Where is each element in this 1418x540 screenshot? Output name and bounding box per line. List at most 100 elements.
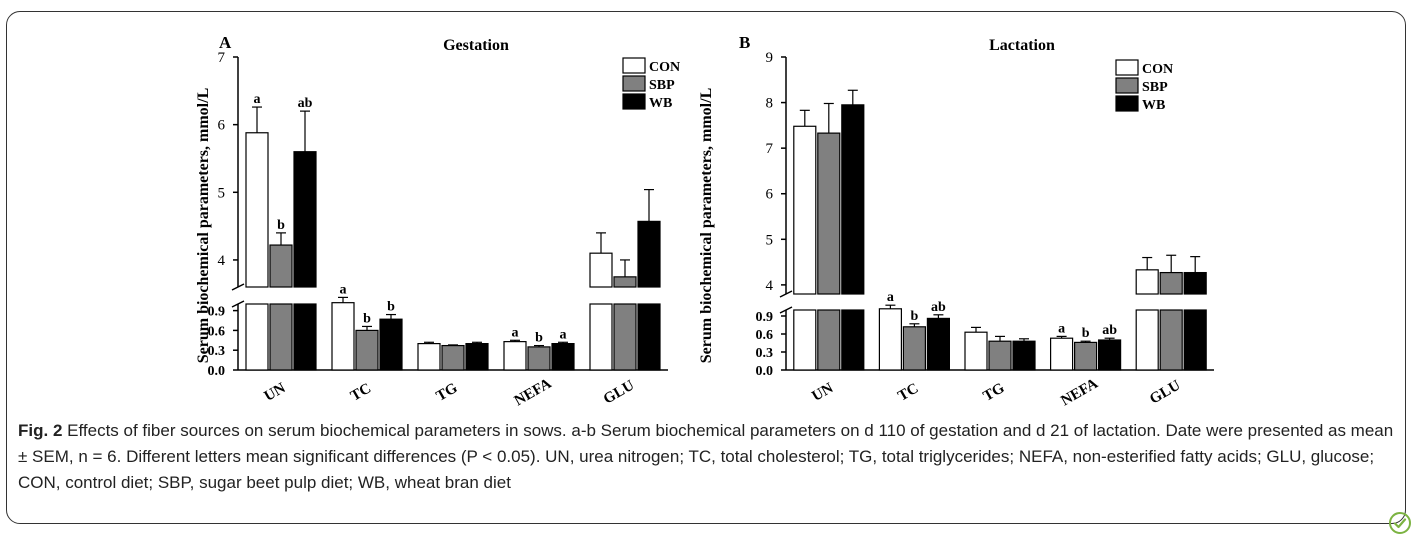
bar-sbp: [269, 244, 293, 288]
bar-wb: [841, 104, 865, 295]
bar-sbp: [817, 309, 841, 371]
bar-con: [1049, 337, 1074, 371]
bar-sbp: [613, 303, 637, 371]
charts-area: A Gestation Serum biochemical parameters, …: [195, 33, 1214, 410]
bar-wb: [637, 220, 661, 288]
x-tick-label: NEFA: [1058, 376, 1101, 410]
y-tick-label: 7: [218, 50, 226, 66]
y-tick-label: 0.6: [756, 328, 774, 343]
bar-con: [589, 303, 613, 371]
y-tick-label: 0.0: [208, 364, 226, 379]
bar-con: [793, 309, 817, 371]
legend-label: WB: [649, 96, 672, 111]
bar-wb: [841, 309, 865, 371]
y-tick-label: 0.3: [756, 346, 774, 361]
x-tick-label: UN: [809, 380, 836, 405]
bar-sbp: [1073, 341, 1098, 371]
figure-caption: Fig. 2 Effects of fiber sources on serum…: [18, 418, 1398, 496]
bar-sbp: [988, 340, 1012, 371]
bar-wb: [637, 303, 661, 371]
significance-letter: b: [911, 309, 919, 324]
bar-sbp: [1159, 309, 1183, 371]
bar-sbp: [441, 344, 465, 371]
bar-con: [245, 303, 269, 371]
legend-label: SBP: [1142, 80, 1168, 95]
x-tick-label: GLU: [601, 377, 637, 407]
y-tick-label: 7: [766, 141, 774, 157]
bar-wb: [465, 343, 489, 371]
bar-con: [1135, 269, 1159, 295]
legend-label: CON: [1142, 62, 1173, 77]
significance-letter: ab: [1102, 323, 1117, 338]
axis-break-mark: [779, 290, 793, 314]
y-tick-label: 0.3: [208, 344, 226, 359]
significance-letter: a: [340, 282, 347, 297]
significance-letter: a: [887, 290, 894, 305]
figure-label: Fig. 2: [18, 421, 63, 440]
bar-con: [589, 252, 613, 288]
bar-wb: [551, 343, 575, 371]
y-tick-label: 5: [766, 232, 774, 248]
y-tick-label: 4: [218, 253, 226, 269]
y-tick-label: 0.9: [756, 310, 774, 325]
x-tick-label: TG: [434, 380, 461, 405]
leaf-check-icon: [1388, 511, 1412, 535]
y-tick-label: 0.9: [208, 305, 226, 320]
panel-letter: A: [219, 33, 232, 52]
bar-wb: [1183, 309, 1207, 371]
chart-title: Lactation: [989, 37, 1055, 54]
significance-letter: ab: [298, 96, 313, 111]
bar-sbp: [355, 329, 379, 371]
chart-title: Gestation: [443, 37, 509, 54]
bar-wb: [1183, 271, 1207, 295]
significance-letter: a: [560, 327, 567, 342]
significance-letter: b: [1082, 326, 1090, 341]
legend-swatch-wb: [1115, 95, 1139, 112]
legend-swatch-sbp: [622, 75, 646, 92]
bar-sbp: [1159, 271, 1183, 295]
x-tick-label: TC: [895, 380, 921, 404]
bar-con: [1135, 309, 1159, 371]
bar-con: [503, 341, 527, 371]
bar-con: [331, 302, 355, 371]
significance-letter: b: [387, 300, 395, 315]
bar-wb: [379, 318, 403, 371]
panel-letter: B: [739, 33, 750, 52]
bar-sbp: [613, 276, 637, 288]
legend-swatch-con: [1115, 59, 1139, 76]
bar-con: [878, 308, 903, 371]
legend-swatch-con: [622, 57, 646, 74]
significance-letter: b: [277, 218, 285, 233]
legend-swatch-sbp: [1115, 77, 1139, 94]
y-tick-label: 0.0: [756, 364, 774, 379]
legend-swatch-wb: [622, 93, 646, 110]
bar-con: [793, 125, 817, 295]
legend-label: CON: [649, 60, 680, 75]
y-tick-label: 8: [766, 96, 774, 112]
axis-break-mark: [231, 283, 245, 308]
significance-letter: a: [512, 325, 519, 340]
y-tick-label: 9: [766, 50, 774, 66]
legend-label: WB: [1142, 98, 1165, 113]
bar-sbp: [902, 326, 927, 371]
x-tick-label: GLU: [1147, 377, 1183, 407]
x-tick-label: TG: [981, 380, 1008, 405]
bar-con: [964, 331, 988, 371]
bar-wb: [1012, 340, 1036, 371]
bar-sbp: [269, 303, 293, 371]
caption-text: Effects of fiber sources on serum bioche…: [18, 421, 1394, 492]
significance-letter: a: [254, 92, 261, 107]
x-tick-label: NEFA: [512, 376, 555, 410]
significance-letter: b: [535, 331, 543, 346]
bar-con: [417, 343, 441, 371]
bar-wb: [293, 151, 317, 288]
bar-wb: [293, 303, 317, 371]
significance-letter: a: [1058, 321, 1065, 336]
figure-frame: [6, 11, 1406, 524]
y-tick-label: 6: [766, 187, 774, 203]
x-tick-label: TC: [348, 380, 374, 404]
significance-letter: ab: [931, 300, 946, 315]
bar-wb: [1097, 339, 1122, 371]
y-tick-label: 4: [766, 278, 774, 294]
y-tick-label: 0.6: [208, 324, 226, 339]
